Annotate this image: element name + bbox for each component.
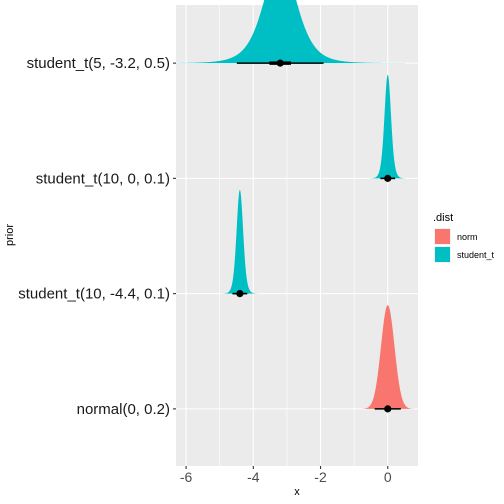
x-axis-title: x (294, 486, 300, 498)
density-slabs (176, 0, 418, 409)
density-slab (176, 0, 418, 64)
x-tick-label: -4 (247, 469, 260, 485)
median-point (276, 59, 284, 67)
y-axis-title: prior (4, 224, 16, 246)
density-slab (176, 189, 418, 294)
x-axis: -6 -4 -2 0 (180, 466, 392, 485)
y-tick-label: normal(0, 0.2) (77, 401, 170, 418)
y-tick-label: student_t(10, -4.4, 0.1) (18, 286, 170, 303)
y-axis: normal(0, 0.2) student_t(10, -4.4, 0.1) st… (18, 55, 176, 418)
legend-label: norm (457, 232, 478, 242)
density-slab (176, 74, 418, 179)
median-point (236, 290, 244, 298)
y-tick-label: student_t(5, -3.2, 0.5) (27, 55, 170, 72)
legend-title: .dist (433, 212, 453, 224)
x-tick-label: -2 (314, 469, 327, 485)
legend: .dist norm student_t (433, 212, 495, 263)
interval-marks (232, 59, 401, 413)
legend-label: student_t (457, 250, 495, 260)
median-point (384, 405, 392, 413)
x-tick-label: -6 (180, 469, 193, 485)
legend-entries: norm student_t (434, 228, 495, 263)
x-tick-label: 0 (384, 469, 392, 485)
y-tick-label: student_t(10, 0, 0.1) (36, 170, 170, 187)
density-slab (176, 305, 418, 409)
legend-swatch (435, 229, 450, 244)
median-point (384, 174, 392, 182)
legend-swatch (435, 247, 450, 262)
